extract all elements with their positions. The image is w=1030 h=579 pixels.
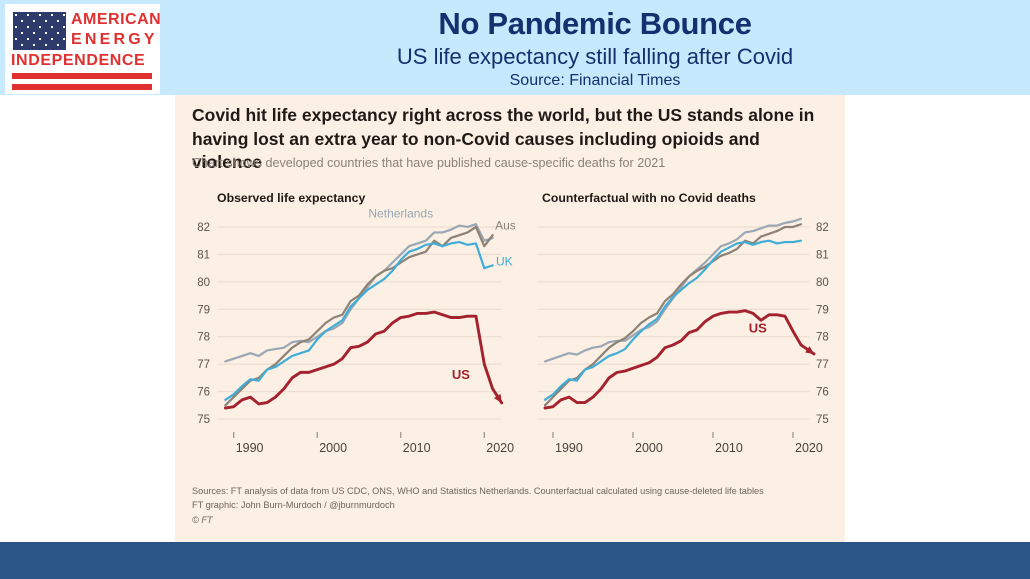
page-subtitle: US life expectancy still falling after C… — [396, 44, 794, 69]
svg-text:US: US — [452, 367, 470, 382]
svg-text:2010: 2010 — [715, 441, 743, 455]
svg-text:75: 75 — [197, 414, 210, 426]
svg-text:76: 76 — [816, 387, 829, 399]
svg-text:77: 77 — [197, 359, 210, 371]
footer-bar — [0, 542, 1030, 579]
svg-text:2020: 2020 — [795, 441, 823, 455]
svg-text:81: 81 — [816, 249, 829, 261]
svg-text:UK: UK — [496, 254, 513, 268]
svg-text:2020: 2020 — [486, 441, 514, 455]
svg-text:US: US — [749, 321, 767, 336]
footer-copyright: © FT — [192, 514, 213, 525]
svg-text:80: 80 — [197, 277, 210, 289]
page-source-line: Source: Financial Times — [509, 72, 681, 89]
chart-headline: Covid hit life expectancy right across t… — [192, 105, 815, 173]
footer-sources: Sources: FT analysis of data from US CDC… — [192, 486, 764, 496]
svg-text:2000: 2000 — [635, 441, 663, 455]
svg-text:1990: 1990 — [555, 441, 583, 455]
svg-text:2010: 2010 — [403, 441, 431, 455]
logo-stripe-top — [12, 73, 152, 79]
svg-text:78: 78 — [816, 332, 829, 344]
ft-graphic-panel: Covid hit life expectancy right across t… — [175, 95, 845, 542]
svg-text:82: 82 — [816, 222, 829, 234]
chart-footer: Sources: FT analysis of data from US CDC… — [192, 484, 837, 527]
svg-text:2000: 2000 — [319, 441, 347, 455]
brand-logo: AMERICAN ENERGY INDEPENDENCE — [5, 4, 162, 94]
logo-text-american: AMERICAN — [71, 11, 162, 28]
right-chart-title: Counterfactual with no Covid deaths — [542, 191, 756, 205]
left-chart-title: Observed life expectancy — [217, 191, 366, 205]
svg-text:81: 81 — [197, 249, 210, 261]
svg-text:1990: 1990 — [236, 441, 264, 455]
svg-text:75: 75 — [816, 414, 829, 426]
page-title: No Pandemic Bounce — [438, 6, 752, 41]
svg-text:79: 79 — [816, 304, 829, 316]
logo-text-energy: ENERGY — [71, 31, 158, 48]
svg-text:78: 78 — [197, 332, 210, 344]
svg-text:82: 82 — [197, 222, 210, 234]
chart-subhead: Chart shows developed countries that hav… — [192, 156, 666, 170]
logo-text-independence: INDEPENDENCE — [11, 52, 146, 69]
footer-credit: FT graphic: John Burn-Murdoch / @jburnmu… — [192, 500, 395, 511]
observed-life-expectancy-chart: 75 76 77 78 79 80 81 82 1990 2000 2010 2020 Netherla… — [197, 206, 515, 455]
logo-stripe-bottom — [12, 84, 152, 90]
page-header: AMERICAN ENERGY INDEPENDENCE No Pandemic… — [0, 0, 1030, 95]
svg-text:79: 79 — [197, 304, 210, 316]
svg-text:Austria: Austria — [495, 219, 515, 233]
svg-text:Netherlands: Netherlands — [368, 206, 433, 220]
us-flag-icon — [13, 12, 66, 50]
svg-text:76: 76 — [197, 387, 210, 399]
counterfactual-chart: 75 76 77 78 79 80 81 82 1990 2000 2010 2020 US — [537, 217, 829, 455]
svg-text:77: 77 — [816, 359, 829, 371]
svg-text:80: 80 — [816, 277, 829, 289]
